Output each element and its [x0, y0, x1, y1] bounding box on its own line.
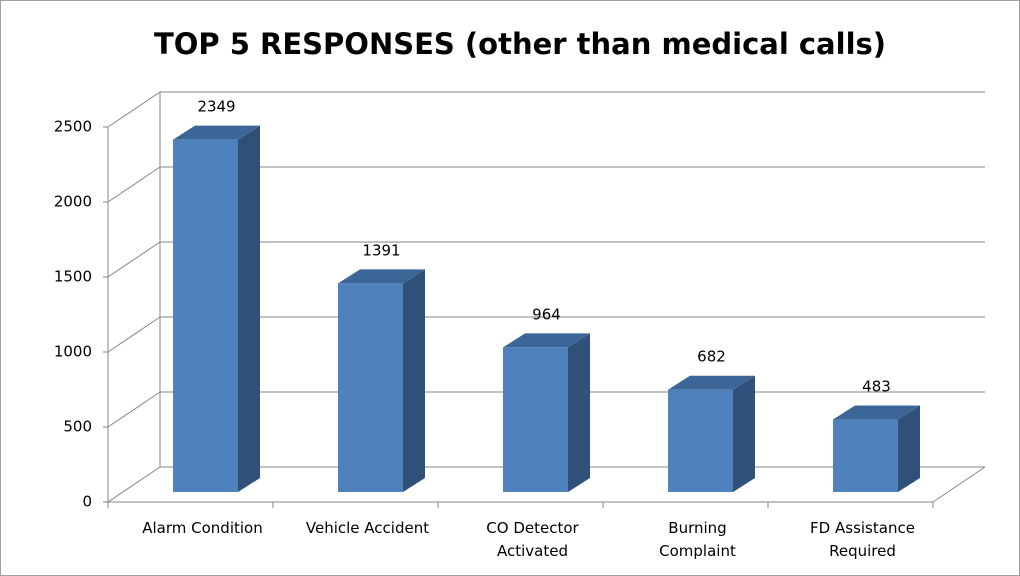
grid-line [107, 391, 161, 428]
bar-top [833, 405, 920, 420]
bar-top [338, 269, 425, 284]
y-tick-label: 0 [82, 493, 92, 511]
x-tick-label: Alarm Condition [142, 519, 262, 537]
chart-title: TOP 5 RESPONSES (other than medical call… [154, 27, 886, 61]
bar-top [503, 333, 590, 348]
value-label: 682 [697, 348, 726, 366]
value-label: 483 [862, 378, 891, 396]
x-tick-label: Burning [668, 519, 726, 537]
y-tick-label: 2500 [54, 118, 92, 136]
x-tick-label: FD Assistance [810, 519, 915, 537]
bar-side [898, 405, 920, 492]
grid-line [107, 466, 161, 503]
bar [668, 389, 733, 492]
y-tick-label: 1000 [54, 343, 92, 361]
bar [338, 283, 403, 492]
grid-line [107, 166, 161, 203]
bar-side [403, 269, 425, 492]
x-tick-label: Required [829, 542, 896, 560]
x-tick-label: Vehicle Accident [306, 519, 429, 537]
value-label: 2349 [197, 98, 235, 116]
bar-side [733, 375, 755, 492]
bar-top [668, 375, 755, 390]
value-label: 1391 [362, 241, 400, 259]
y-tick-label: 1500 [54, 268, 92, 286]
grid-line [107, 316, 161, 353]
bar [503, 347, 568, 492]
grid-line [107, 241, 161, 278]
y-tick-label: 500 [63, 418, 92, 436]
axis-line [932, 466, 986, 503]
x-tick-label: Complaint [659, 542, 736, 560]
y-tick-label: 2000 [54, 193, 92, 211]
bar [833, 419, 898, 492]
bar-side [568, 333, 590, 492]
bar-top [173, 125, 260, 140]
bar [173, 139, 238, 492]
grid-line [107, 91, 161, 128]
x-tick-label: Activated [497, 542, 568, 560]
bar-side [238, 125, 260, 493]
x-tick-label: CO Detector [486, 519, 579, 537]
value-label: 964 [532, 305, 561, 323]
